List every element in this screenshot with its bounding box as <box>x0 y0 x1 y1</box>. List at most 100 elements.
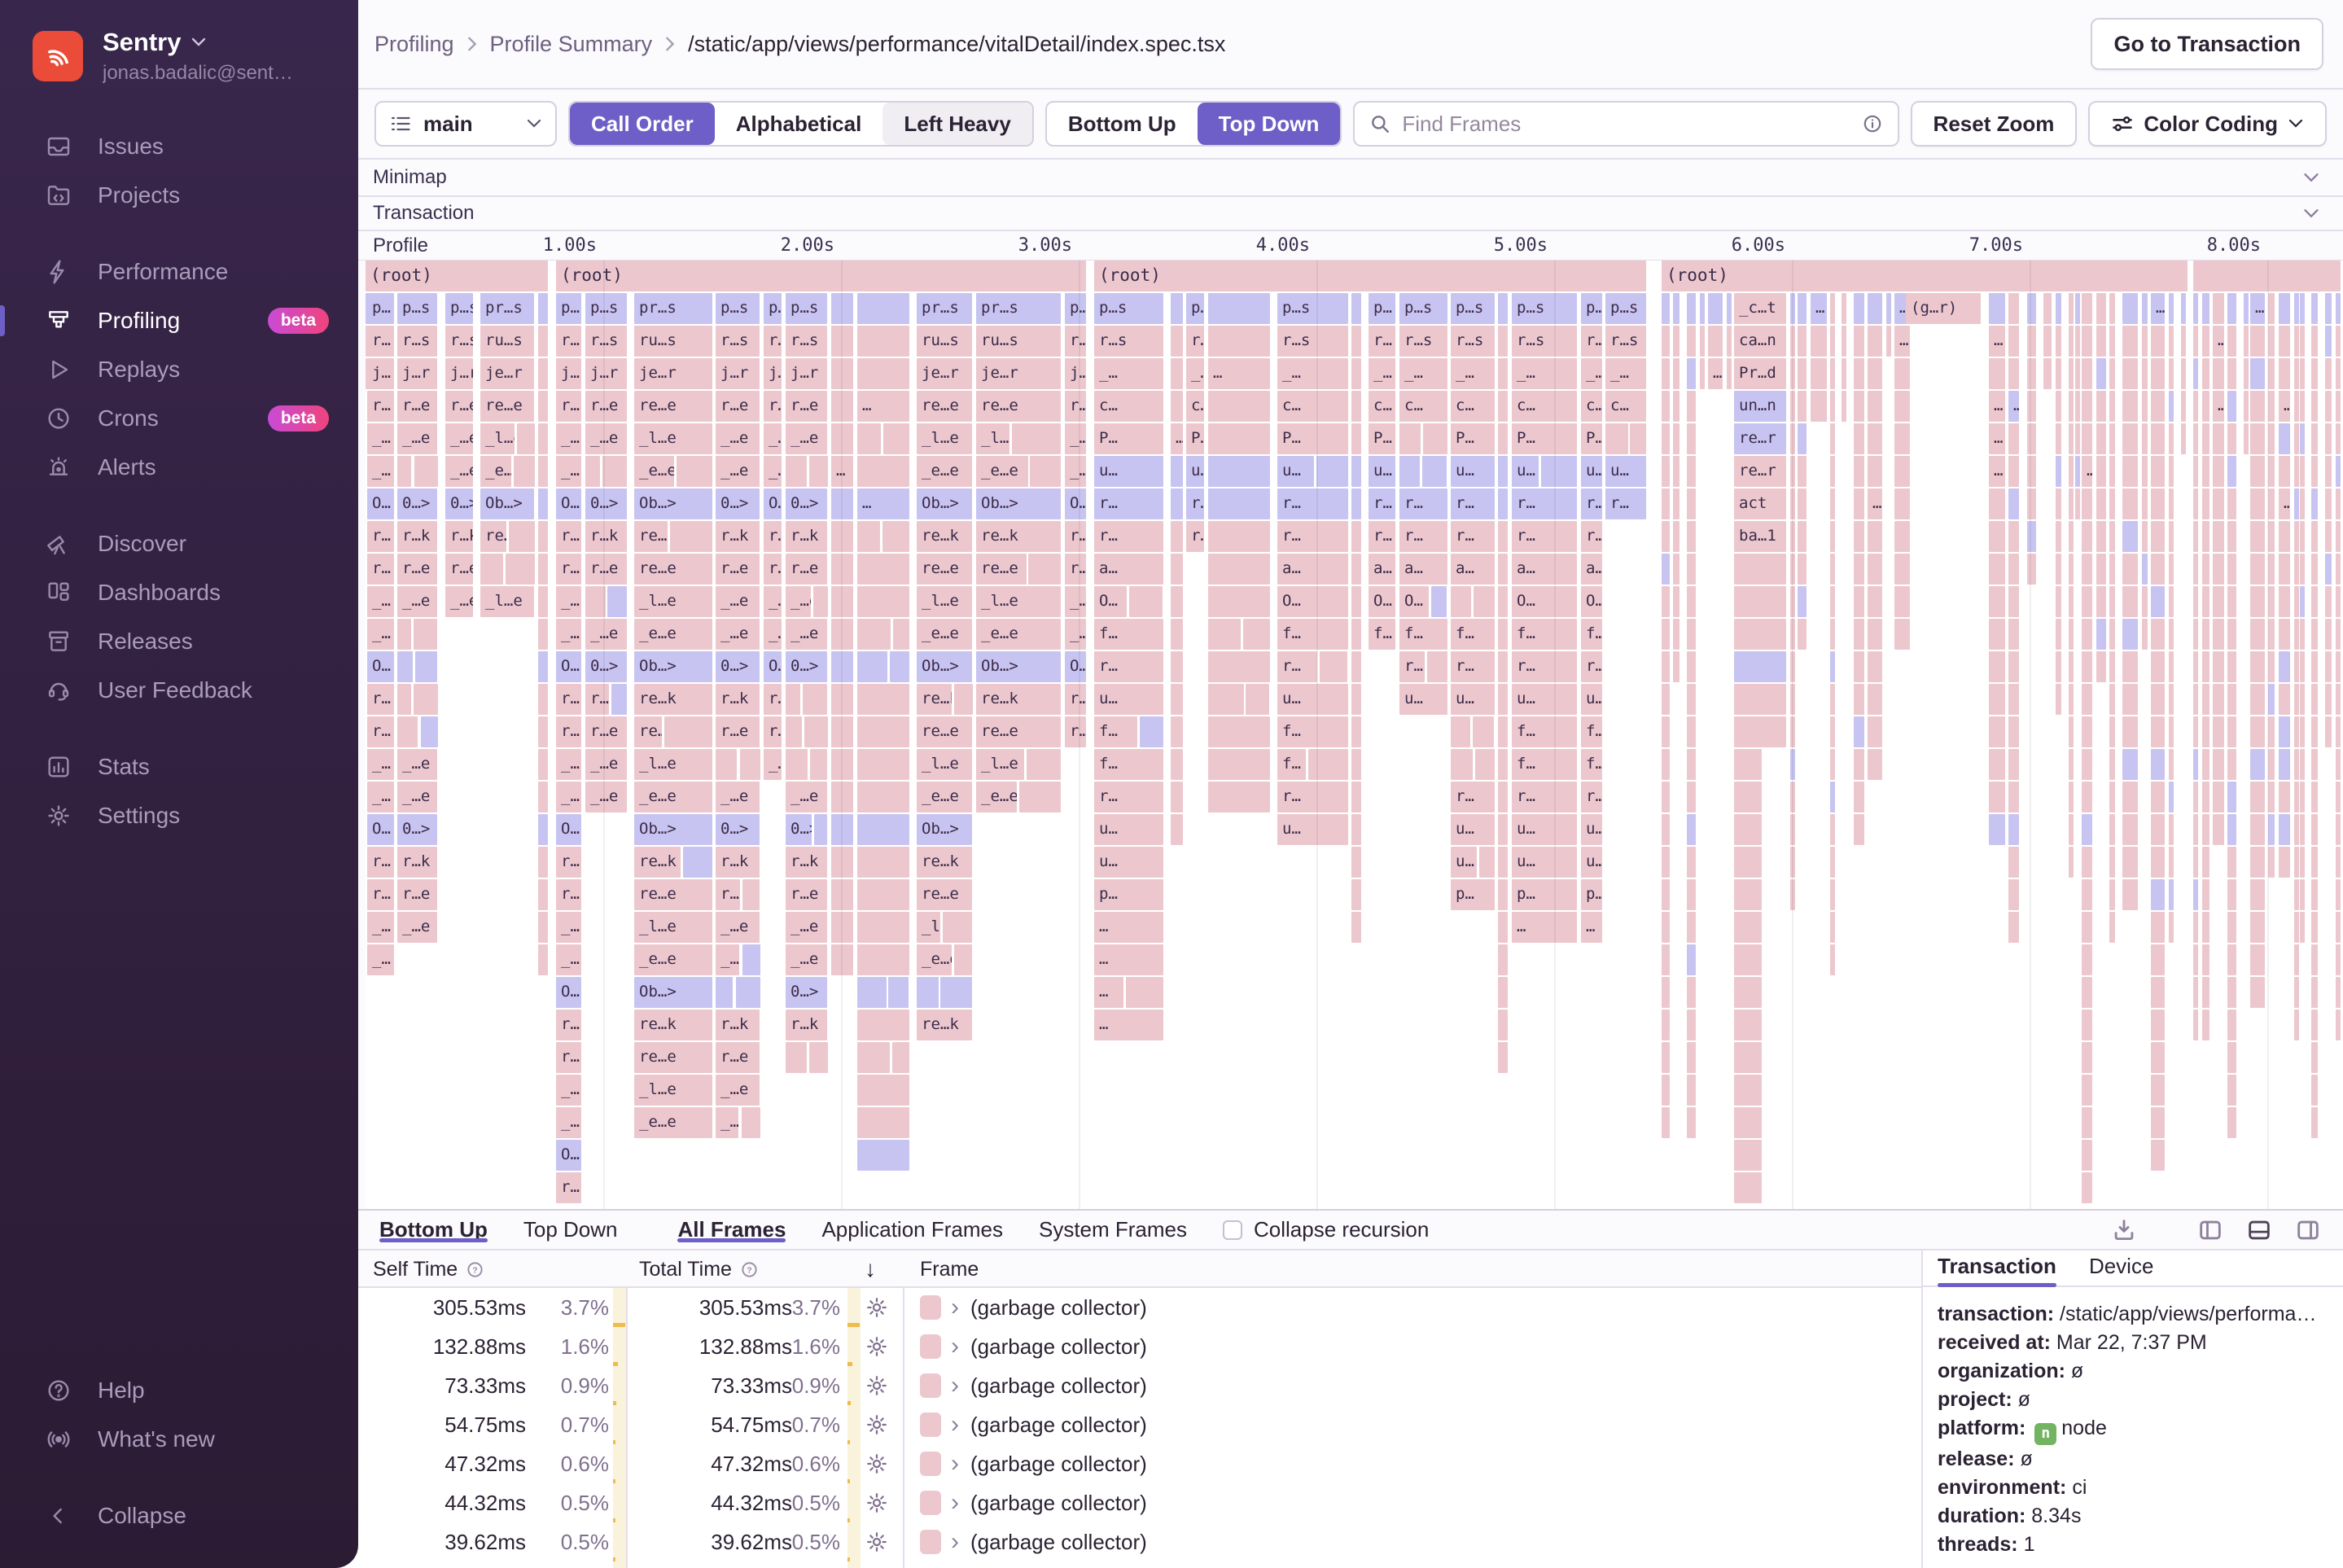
frame-cell[interactable] <box>1498 293 1508 324</box>
frame-cell[interactable] <box>2300 586 2305 617</box>
frame-cell[interactable] <box>2300 847 2305 878</box>
frame-cell[interactable]: r… <box>1065 521 1086 552</box>
frame-cell[interactable]: r…e <box>716 391 760 422</box>
frame-cell[interactable]: _… <box>1094 358 1163 389</box>
frame-cell[interactable] <box>1687 977 1696 1008</box>
frame-cell[interactable] <box>2075 423 2080 454</box>
frame-cell[interactable]: p…s <box>716 293 760 324</box>
frame-cell[interactable]: r… <box>1581 521 1602 552</box>
frame-cell[interactable] <box>2300 782 2305 812</box>
frame-cell[interactable]: _l…e <box>917 586 972 617</box>
frame-cell[interactable] <box>2268 684 2275 715</box>
frame-cell[interactable] <box>1316 456 1348 487</box>
frame-cell[interactable]: j…r <box>716 358 760 389</box>
frame-cell[interactable]: c… <box>1605 391 1646 422</box>
frame-cell[interactable] <box>1830 586 1835 617</box>
frame-cell[interactable]: _…e <box>397 912 437 943</box>
frame-cell[interactable]: _l…e <box>480 586 534 617</box>
frame-cell[interactable] <box>857 1140 909 1171</box>
frame-cell[interactable]: r…k <box>716 847 760 878</box>
frame-cell[interactable] <box>2096 293 2106 324</box>
frame-cell[interactable] <box>857 944 909 975</box>
collapse-recursion-checkbox[interactable] <box>1223 1220 1243 1240</box>
frame-cell[interactable] <box>2096 423 2106 454</box>
frame-cell[interactable] <box>831 684 853 715</box>
frame-cell[interactable] <box>2008 326 2019 357</box>
frame-cell[interactable] <box>1351 586 1361 617</box>
frame-cell[interactable]: r…s <box>1094 326 1163 357</box>
frame-cell[interactable] <box>2325 293 2332 324</box>
layout-bottom-panel-icon[interactable] <box>2245 1216 2273 1244</box>
frame-cell[interactable] <box>1886 326 1891 357</box>
frame-cell[interactable] <box>1798 423 1807 454</box>
frame-cell[interactable] <box>831 521 853 552</box>
frame-cell[interactable] <box>2151 944 2165 975</box>
frame-cell[interactable] <box>2069 716 2074 747</box>
frame-cell[interactable] <box>2069 391 2074 422</box>
chevron-right-icon[interactable]: › <box>951 1450 959 1477</box>
frame-cell[interactable] <box>2169 456 2174 487</box>
frame-cell[interactable] <box>2122 326 2138 357</box>
frame-cell[interactable] <box>2250 423 2265 454</box>
frame-cell[interactable]: p… <box>1369 293 1395 324</box>
frame-cell[interactable]: u… <box>1605 456 1646 487</box>
frame-cell[interactable] <box>1830 293 1835 324</box>
frame-cell[interactable] <box>2213 521 2224 552</box>
color-coding-button[interactable]: Color Coding <box>2088 101 2327 147</box>
frame-cell[interactable]: r… <box>1512 521 1577 552</box>
frame-cell[interactable] <box>1830 684 1835 715</box>
frame-cell[interactable]: r… <box>556 554 581 585</box>
frame-cell[interactable] <box>831 944 853 975</box>
frame-cell[interactable] <box>2109 521 2115 552</box>
frame-cell[interactable] <box>1662 716 1670 747</box>
frame-cell[interactable]: p… <box>1186 293 1204 324</box>
frame-cell[interactable] <box>1662 619 1670 650</box>
frame-cell[interactable] <box>1662 488 1670 519</box>
frame-cell[interactable] <box>1662 1042 1670 1073</box>
frame-cell[interactable] <box>1019 782 1061 812</box>
frame-cell[interactable] <box>831 651 853 682</box>
frame-cell[interactable] <box>888 977 909 1008</box>
frame-cell[interactable]: r… <box>764 554 782 585</box>
frame-cell[interactable] <box>2213 814 2224 845</box>
frame-cell[interactable] <box>1868 651 1882 682</box>
frame-cell[interactable]: re…k <box>634 521 668 552</box>
frame-table-row[interactable]: 54.75ms 0.7% 54.75ms 0.7% › (garbage col… <box>358 1405 1921 1444</box>
frame-cell[interactable] <box>1868 749 1882 780</box>
frame-cell[interactable] <box>1894 456 1910 487</box>
frame-cell[interactable] <box>1208 456 1270 487</box>
frame-cell[interactable] <box>2227 326 2236 357</box>
frame-cell[interactable]: … <box>857 391 909 422</box>
frame-cell[interactable]: r… <box>1065 391 1086 422</box>
frame-cell[interactable] <box>2193 782 2198 812</box>
frame-cell[interactable] <box>2109 716 2115 747</box>
frame-cell[interactable] <box>1854 782 1864 812</box>
frame-table-row[interactable]: 47.32ms 0.6% 47.32ms 0.6% › (garbage col… <box>358 1444 1921 1483</box>
frame-cell[interactable] <box>1734 1010 1762 1040</box>
frame-cell[interactable]: p… <box>1512 879 1577 910</box>
frame-cell[interactable]: … <box>1171 423 1183 454</box>
frame-cell[interactable]: _… <box>556 619 581 650</box>
sidebar-item-stats[interactable]: Stats <box>0 742 358 791</box>
frame-cell[interactable] <box>683 847 712 878</box>
frame-cell[interactable]: ru…s <box>634 326 712 357</box>
frame-cell[interactable] <box>1989 814 2005 845</box>
frame-cell[interactable]: r…k <box>786 521 827 552</box>
frame-cell[interactable] <box>1734 619 1786 650</box>
frame-cell[interactable] <box>2227 879 2236 910</box>
frame-cell[interactable] <box>538 391 548 422</box>
frame-cell[interactable] <box>602 456 627 487</box>
frame-cell[interactable] <box>2082 326 2092 357</box>
frame-cell[interactable]: _… <box>1581 358 1602 389</box>
frame-cell[interactable]: j… <box>367 358 394 389</box>
frame-cell[interactable] <box>1868 619 1882 650</box>
sidebar-item-what-s-new[interactable]: What's new <box>0 1415 358 1464</box>
frame-cell[interactable] <box>2069 684 2074 715</box>
frame-cell[interactable]: r… <box>1369 488 1395 519</box>
frame-cell[interactable]: r… <box>556 879 581 910</box>
frame-cell[interactable] <box>813 586 828 617</box>
sidebar-item-projects[interactable]: Projects <box>0 171 358 220</box>
frame-cell[interactable] <box>2151 326 2165 357</box>
frame-cell[interactable]: f… <box>1451 619 1495 650</box>
frame-cell[interactable] <box>857 1107 909 1138</box>
